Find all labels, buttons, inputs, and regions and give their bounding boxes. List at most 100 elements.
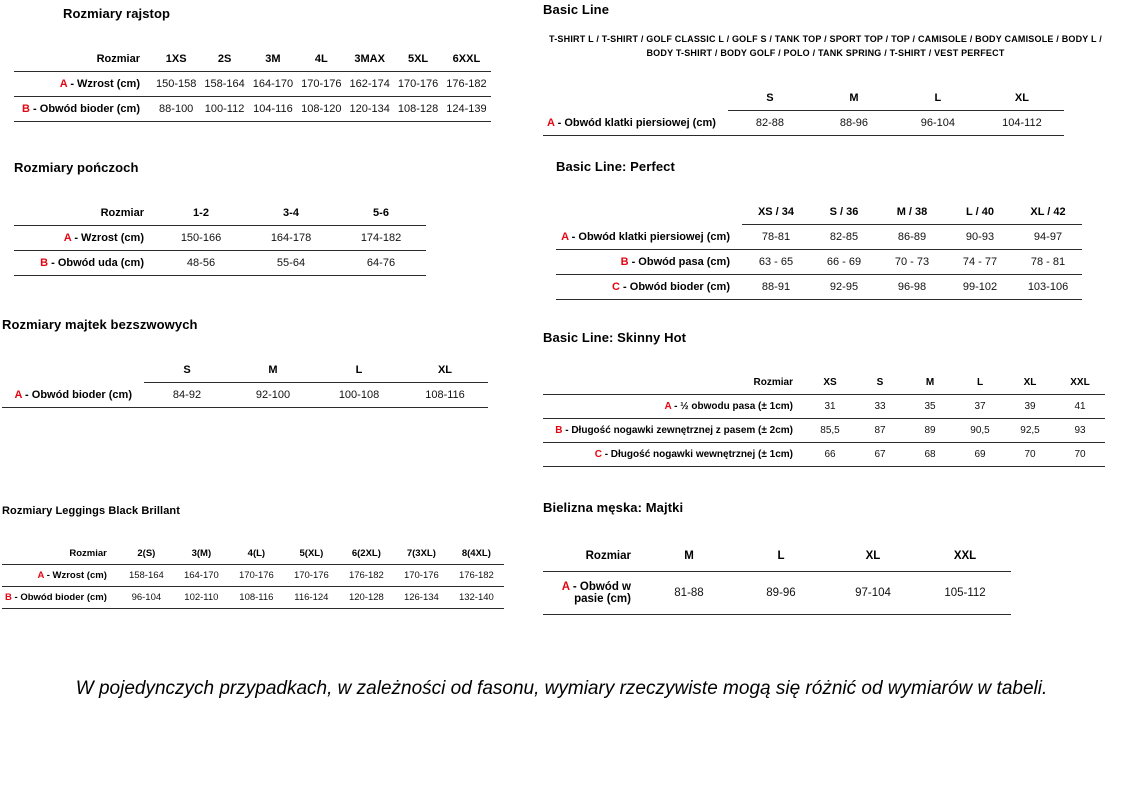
table-cell: 116-124 (283, 586, 339, 609)
section-rozmiary-ponczoch: Rozmiary pończoch Rozmiar 1-2 3-4 5-6 A - Wz… (14, 160, 426, 276)
table-row: C - Długość nogawki wewnętrznej (± 1cm) 6… (543, 442, 1105, 467)
table-cell: 132-140 (448, 586, 504, 609)
column-header: 5XL (393, 47, 443, 72)
column-header: 6(2XL) (338, 543, 394, 565)
column-header: M / 38 (878, 200, 946, 225)
column-header: XS (805, 371, 855, 395)
table-cell: 164-170 (173, 564, 229, 587)
table-cell: 35 (905, 394, 955, 419)
table-cell: 103-106 (1014, 274, 1082, 300)
table-cell: 69 (955, 442, 1005, 467)
table-cell: 90-93 (946, 224, 1014, 250)
column-header: L (316, 358, 402, 383)
table-row: B - Długość nogawki zewnętrznej z pasem … (543, 418, 1105, 443)
table-cell: 63 - 65 (742, 249, 810, 275)
table-cell: 104-116 (248, 96, 298, 122)
table-row: B - Obwód pasa (cm) 63 - 65 66 - 69 70 - 73… (556, 249, 1082, 275)
size-table-majtki-meskie: Rozmiar M L XL XXL A - Obwód w pasie (cm) 81-8… (543, 541, 1011, 615)
table-row: A - Obwód bioder (cm) 84-92 92-100 100-108 1… (2, 382, 488, 408)
table-cell: 31 (805, 394, 855, 419)
row-label: C - Długość nogawki wewnętrznej (± 1cm) (543, 442, 805, 467)
row-label: B - Długość nogawki zewnętrznej z pasem … (543, 418, 805, 443)
table-cell: 88-91 (742, 274, 810, 300)
size-table-basic-line: S M L XL A - Obwód klatki piersiowej (cm) 82-… (543, 86, 1064, 136)
table-cell: 82-88 (727, 110, 812, 136)
row-label: B - Obwód uda (cm) (14, 250, 156, 276)
table-cell: 70 - 73 (878, 249, 946, 275)
table-row: A - Wzrost (cm) 150-166 164-178 174-182 (14, 225, 426, 251)
column-header: 1-2 (156, 201, 246, 226)
table-corner-label: Rozmiar (2, 543, 119, 565)
table-cell: 55-64 (246, 250, 336, 276)
table-cell: 37 (955, 394, 1005, 419)
table-header-row: Rozmiar 2(S) 3(M) 4(L) 5(XL) 6(2XL) 7(3XL) 8(4X… (2, 543, 504, 565)
table-cell: 94-97 (1014, 224, 1082, 250)
column-header: M (230, 358, 316, 383)
section-title: Rozmiary rajstop (63, 6, 171, 21)
table-cell: 87 (855, 418, 905, 443)
row-prefix-letter: B (620, 256, 629, 268)
table-row: A - Obwód klatki piersiowej (cm) 82-88 88-… (543, 110, 1064, 136)
table-header-row: S M L XL (543, 86, 1064, 111)
column-header: S (144, 358, 230, 383)
row-prefix-letter: A (561, 230, 569, 243)
column-header: XS / 34 (742, 200, 810, 225)
table-cell: 41 (1055, 394, 1105, 419)
row-prefix-letter: A (561, 581, 570, 593)
table-cell: 67 (855, 442, 905, 467)
column-header: 2(S) (118, 543, 174, 565)
row-prefix-letter: A (664, 401, 672, 412)
table-header-row: Rozmiar XS S M L XL XXL (543, 371, 1105, 395)
column-header: XL (979, 86, 1064, 111)
column-header: S (855, 371, 905, 395)
column-header: 3M (248, 47, 298, 72)
table-cell: 96-98 (878, 274, 946, 300)
section-title: Basic Line: Skinny Hot (543, 330, 687, 345)
table-cell: 84-92 (144, 382, 230, 408)
row-prefix-letter: A (37, 570, 45, 581)
table-cell: 92-100 (230, 382, 316, 408)
column-header: 2S (200, 47, 249, 72)
table-cell: 170-176 (297, 71, 346, 97)
table-row: A - Wzrost (cm) 150-158 158-164 164-170 170-… (14, 71, 491, 97)
table-cell: 105-112 (919, 571, 1011, 615)
table-row: C - Obwód bioder (cm) 88-91 92-95 96-98 99-1… (556, 274, 1082, 300)
table-cell: 93 (1055, 418, 1105, 443)
table-row: B - Obwód uda (cm) 48-56 55-64 64-76 (14, 250, 426, 276)
section-title: Rozmiary pończoch (14, 160, 139, 175)
table-cell: 48-56 (156, 250, 246, 276)
table-cell: 96-104 (895, 110, 980, 136)
row-label: B - Obwód pasa (cm) (556, 249, 742, 275)
column-header: L (895, 86, 980, 111)
table-cell: 170-176 (393, 71, 443, 97)
table-row: A - Obwód klatki piersiowej (cm) 78-81 82-… (556, 224, 1082, 250)
table-cell: 176-182 (448, 564, 504, 587)
column-header: 5-6 (336, 201, 426, 226)
table-header-row: Rozmiar 1XS 2S 3M 4L 3MAX 5XL 6XXL (14, 47, 491, 72)
column-header: S (727, 86, 812, 111)
row-prefix-letter: B (5, 592, 12, 603)
table-corner-label: Rozmiar (14, 47, 152, 72)
row-prefix-letter: C (612, 281, 620, 293)
table-cell: 176-182 (338, 564, 394, 587)
table-row: B - Obwód bioder (cm) 96-104 102-110 108-11… (2, 586, 504, 609)
row-prefix-letter: A (63, 232, 72, 244)
table-cell: 70 (1055, 442, 1105, 467)
table-corner-label: Rozmiar (14, 201, 156, 226)
column-header: 3-4 (246, 201, 336, 226)
section-bielizna-meska-majtki: Bielizna męska: Majtki Rozmiar M L XL XXL A -… (543, 500, 1011, 615)
table-cell: 124-139 (442, 96, 491, 122)
table-row: A - Wzrost (cm) 158-164 164-170 170-176 170-… (2, 564, 504, 587)
table-cell: 170-176 (393, 564, 449, 587)
row-label: A - Obwód klatki piersiowej (cm) (543, 110, 728, 136)
table-cell: 70 (1005, 442, 1055, 467)
row-prefix-letter: A (14, 388, 22, 401)
column-header: 4(L) (228, 543, 284, 565)
table-header-row: XS / 34 S / 36 M / 38 L / 40 XL / 42 (556, 200, 1082, 225)
table-cell: 100-108 (316, 382, 402, 408)
table-cell: 104-112 (979, 110, 1064, 136)
column-header: M (905, 371, 955, 395)
table-cell: 120-134 (345, 96, 394, 122)
section-title: Bielizna męska: Majtki (543, 500, 684, 515)
column-header: XXL (919, 541, 1011, 572)
